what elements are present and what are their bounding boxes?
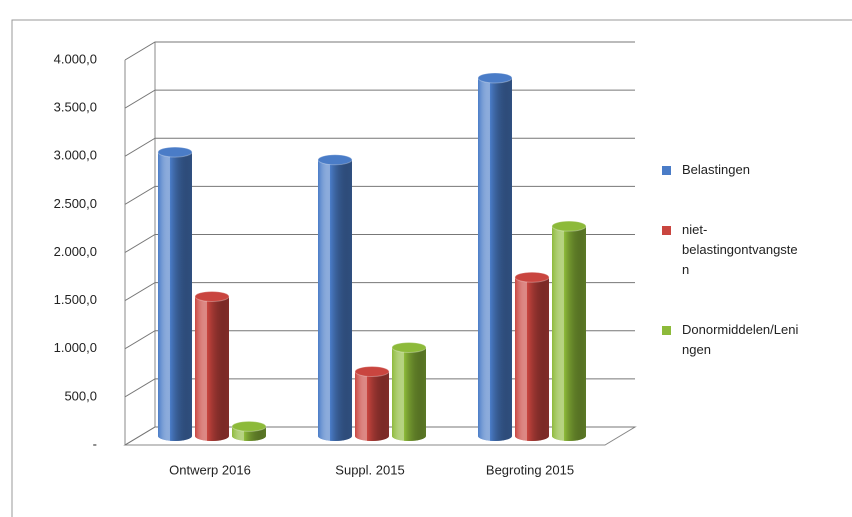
legend-item: Belastingen <box>662 160 802 180</box>
bar-shade <box>318 159 352 441</box>
frame <box>11 19 852 517</box>
bar-shade <box>392 347 426 441</box>
bar <box>194 290 230 441</box>
bar-top <box>194 290 230 302</box>
legend: Belastingen niet-belastingontvangsten Dono… <box>662 160 802 400</box>
bar-shade <box>552 226 586 441</box>
y-tick-label: 2.500,0 <box>54 196 97 211</box>
legend-item: Donormiddelen/Leningen <box>662 320 802 360</box>
legend-item: niet-belastingontvangsten <box>662 220 802 280</box>
legend-label: niet-belastingontvangsten <box>682 222 798 277</box>
y-tick-label: 2.000,0 <box>54 244 97 259</box>
grid-line <box>124 330 635 350</box>
bar <box>317 154 353 441</box>
legend-swatch <box>662 326 671 335</box>
y-tick-label: - <box>93 436 97 451</box>
grid-line <box>124 282 635 302</box>
bar <box>477 72 513 441</box>
x-tick-label: Ontwerp 2016 <box>169 462 251 477</box>
bar <box>514 271 550 441</box>
bar-shade <box>515 277 549 441</box>
bar-top <box>514 271 550 283</box>
bar-top <box>391 341 427 353</box>
bar-shade <box>158 152 192 441</box>
bar-top <box>551 220 587 232</box>
bar-shade <box>355 371 389 441</box>
grid-line <box>124 89 635 109</box>
bar-shade <box>478 77 512 441</box>
x-tick-label: Suppl. 2015 <box>335 462 404 477</box>
bar <box>157 146 193 441</box>
y-tick-label: 500,0 <box>64 388 97 403</box>
legend-swatch <box>662 166 671 175</box>
bar <box>551 220 587 441</box>
grid-line <box>124 185 635 205</box>
y-tick-label: 1.000,0 <box>54 340 97 355</box>
bar-top <box>231 420 267 432</box>
bar <box>391 341 427 441</box>
legend-swatch <box>662 226 671 235</box>
bar <box>231 420 267 441</box>
y-tick-label: 1.500,0 <box>54 292 97 307</box>
grid-line <box>124 234 635 253</box>
grid-line <box>124 426 635 446</box>
bar <box>354 366 390 441</box>
bar-top <box>477 72 513 84</box>
bar-top <box>317 154 353 166</box>
y-tick-label: 3.500,0 <box>54 100 97 115</box>
x-tick-label: Begroting 2015 <box>486 462 574 477</box>
legend-label: Donormiddelen/Leningen <box>682 322 799 357</box>
grid-line <box>124 41 635 61</box>
bar-top <box>157 146 193 158</box>
legend-label: Belastingen <box>682 162 750 177</box>
y-tick-label: 4.000,0 <box>54 51 97 66</box>
bar-shade <box>195 296 229 441</box>
bar-top <box>354 366 390 378</box>
grid-line <box>124 378 635 398</box>
y-tick-label: 3.000,0 <box>54 148 97 163</box>
grid-line <box>124 137 635 157</box>
